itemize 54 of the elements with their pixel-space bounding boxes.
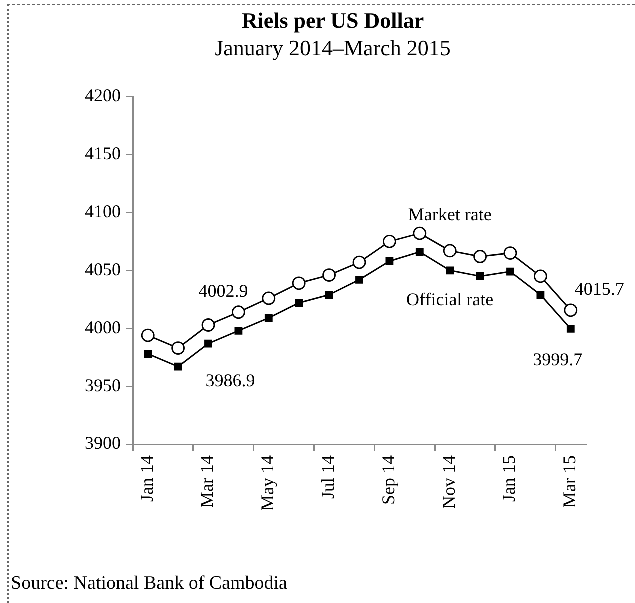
x-tick-label: Sep 14 — [378, 456, 398, 506]
point — [534, 270, 548, 284]
point — [352, 256, 366, 270]
y-tick-label: 4050 — [85, 259, 121, 280]
point — [292, 276, 306, 290]
point — [416, 248, 424, 256]
point — [446, 266, 454, 275]
point — [295, 299, 304, 308]
x-tick-label: Jan 14 — [136, 456, 157, 502]
chart-subtitle: January 2014–March 2015 — [215, 35, 451, 60]
y-tick-label: 3900 — [85, 433, 121, 454]
y-tick-label: 4100 — [85, 201, 121, 222]
point — [386, 257, 394, 266]
point — [474, 250, 487, 264]
point — [443, 244, 457, 258]
point — [506, 268, 514, 276]
point — [476, 272, 484, 280]
point — [322, 268, 336, 282]
point — [172, 342, 185, 356]
series-label: Official rate — [406, 289, 494, 310]
y-tick-label: 4000 — [85, 317, 121, 338]
point — [232, 306, 246, 320]
data-label: 3986.9 — [206, 370, 256, 391]
y-tick-label: 4150 — [85, 143, 121, 164]
data-label: 4015.7 — [574, 279, 624, 300]
x-tick-label: Nov 14 — [438, 456, 459, 510]
point — [204, 340, 212, 348]
y-tick-label: 3950 — [85, 375, 121, 396]
point — [325, 291, 334, 299]
x-tick-label: Mar 14 — [197, 456, 218, 508]
point — [141, 328, 155, 342]
x-tick-label: May 14 — [258, 456, 278, 512]
point — [383, 234, 396, 248]
point — [234, 326, 243, 335]
x-tick-label: Jan 15 — [499, 456, 520, 502]
point — [264, 314, 273, 322]
series-label: Market rate — [408, 204, 492, 224]
y-tick-label: 4200 — [85, 86, 121, 106]
x-tick-label: Mar 15 — [560, 456, 580, 508]
source-note: Source: National Bank of Cambodia — [11, 573, 288, 594]
data-label: 3999.7 — [533, 350, 583, 370]
point — [413, 226, 427, 240]
x-tick-label: Jul 14 — [318, 456, 338, 500]
point — [566, 325, 575, 333]
point — [202, 318, 216, 332]
point — [564, 304, 578, 318]
point — [262, 292, 276, 306]
chart-title: Riels per US Dollar — [242, 8, 424, 33]
point — [536, 291, 545, 299]
point — [174, 362, 182, 371]
point — [144, 350, 152, 358]
point — [504, 246, 518, 260]
point — [356, 276, 364, 284]
data-label: 4002.9 — [198, 280, 248, 301]
